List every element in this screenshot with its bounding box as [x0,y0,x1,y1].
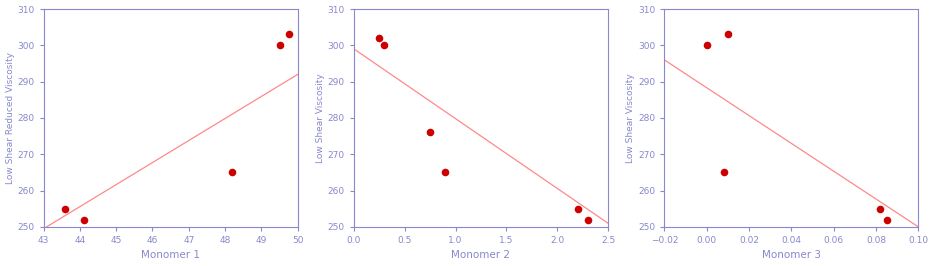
X-axis label: Monomer 1: Monomer 1 [141,251,200,260]
Point [570,207,585,211]
Point [720,32,735,37]
X-axis label: Monomer 2: Monomer 2 [451,251,511,260]
Point [58,207,73,211]
Point [716,170,731,174]
Point [76,218,91,222]
Point [879,218,894,222]
Point [438,170,453,174]
X-axis label: Monomer 3: Monomer 3 [762,251,821,260]
Point [281,32,296,37]
Point [872,207,887,211]
Y-axis label: Low Shear Viscosity: Low Shear Viscosity [316,73,325,163]
Point [700,43,715,48]
Y-axis label: Low Shear Viscosity: Low Shear Viscosity [627,73,635,163]
Point [377,43,392,48]
Point [423,130,438,135]
Y-axis label: Low Shear Reduced Viscosity: Low Shear Reduced Viscosity [6,52,15,184]
Point [272,43,287,48]
Point [580,218,595,222]
Point [225,170,240,174]
Point [372,36,387,40]
